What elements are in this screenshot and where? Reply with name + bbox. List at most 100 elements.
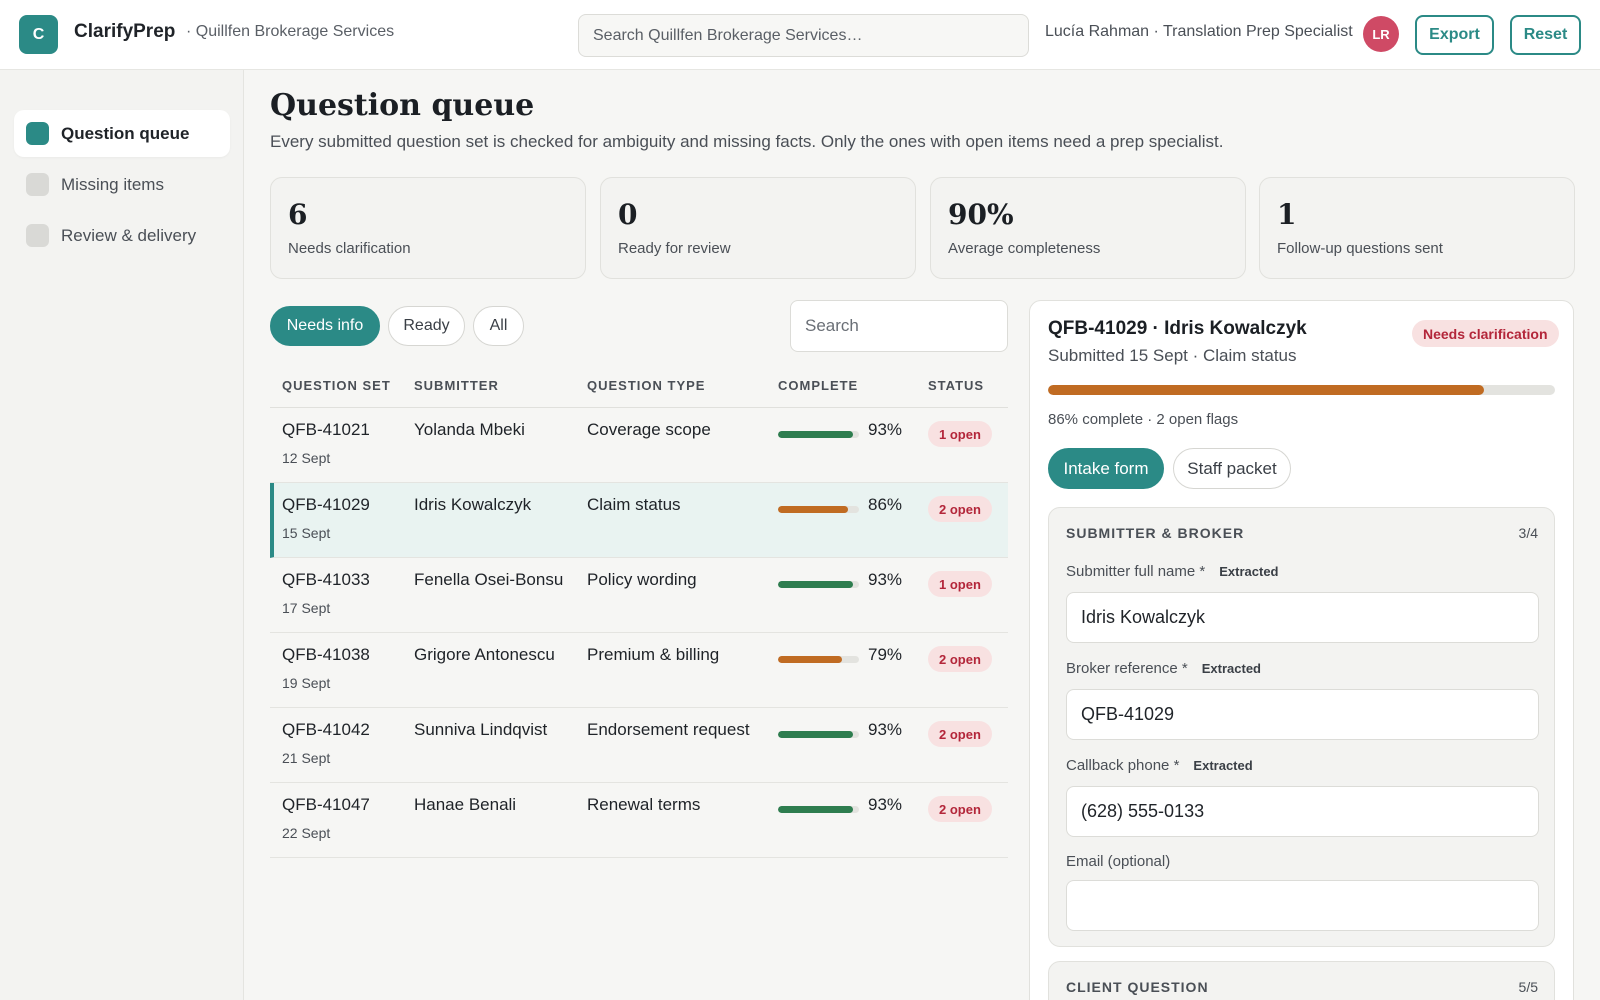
question-queue-icon	[26, 122, 49, 145]
question-set-id: QFB-41033	[282, 570, 370, 589]
tab-intake-form[interactable]: Intake form	[1048, 448, 1164, 489]
completeness-percent: 86%	[868, 495, 903, 514]
submitter-name-field[interactable]: Idris Kowalczyk	[1066, 592, 1539, 643]
detail-progress-bar	[1048, 385, 1555, 395]
submitter-name: Sunniva Lindqvist	[414, 720, 548, 739]
table-search-input[interactable]: Search	[790, 300, 1008, 352]
page-title: Question queue	[270, 88, 535, 123]
detail-panel: QFB-41029 · Idris Kowalczyk Submitted 15…	[1029, 300, 1574, 1000]
table-row[interactable]: QFB-41029 15 Sept Idris Kowalczyk Claim sta…	[270, 483, 1008, 558]
global-search-input[interactable]: Search Quillfen Brokerage Services…	[578, 14, 1029, 57]
column-header[interactable]: SUBMITTER	[414, 378, 499, 393]
status-badge: 2 open	[928, 721, 992, 747]
question-type: Renewal terms	[587, 795, 701, 814]
sidebar-item-label: Question queue	[61, 123, 190, 143]
table-row[interactable]: QFB-41021 12 Sept Yolanda Mbeki Coverage sc…	[270, 408, 1008, 483]
submitted-date: 15 Sept	[282, 525, 331, 541]
sidebar-item-missing-items[interactable]: Missing items	[14, 161, 230, 208]
completeness-percent: 79%	[868, 645, 903, 664]
completeness-bar	[778, 731, 859, 738]
question-set-id: QFB-41038	[282, 645, 370, 664]
completeness-fill	[778, 506, 848, 513]
extracted-tag: Extracted	[1201, 661, 1261, 676]
submitted-date: 21 Sept	[282, 750, 331, 766]
brand-name: ClarifyPrep	[74, 21, 176, 42]
status-badge: Needs clarification	[1412, 320, 1559, 347]
app-logo[interactable]: C	[19, 15, 58, 54]
extracted-tag: Extracted	[1193, 758, 1253, 773]
column-header[interactable]: QUESTION SET	[282, 378, 391, 393]
table-row[interactable]: QFB-41038 19 Sept Grigore Antonescu Premium…	[270, 633, 1008, 708]
column-header[interactable]: STATUS	[928, 378, 985, 393]
filter-chip-needs-info[interactable]: Needs info	[270, 306, 380, 346]
question-type: Claim status	[587, 495, 681, 514]
export-button[interactable]: Export	[1415, 15, 1494, 55]
column-header[interactable]: QUESTION TYPE	[587, 378, 706, 393]
sidebar-item-review-delivery[interactable]: Review & delivery	[14, 212, 230, 259]
submitter-name: Fenella Osei-Bonsu	[414, 570, 564, 589]
submitter-name: Yolanda Mbeki	[414, 420, 525, 439]
section-client-question: CLIENT QUESTION 5/5	[1048, 961, 1555, 1000]
completeness-fill	[778, 581, 854, 588]
completeness-fill	[778, 656, 842, 663]
stat-label: Average completeness	[948, 240, 1101, 257]
tab-staff-packet[interactable]: Staff packet	[1173, 448, 1291, 489]
stat-card-needs-clarification: 6 Needs clarification	[270, 177, 586, 279]
field-label-text: Broker reference *	[1066, 660, 1188, 677]
completeness-bar	[778, 806, 859, 813]
avatar[interactable]: LR	[1363, 16, 1399, 52]
completeness-fill	[778, 806, 854, 813]
missing-items-icon	[26, 173, 49, 196]
detail-progress-fill	[1048, 385, 1485, 395]
question-type: Policy wording	[587, 570, 697, 589]
stat-value: 6	[288, 198, 308, 231]
question-type: Endorsement request	[587, 720, 750, 739]
completeness-fill	[778, 431, 854, 438]
stat-value: 1	[1277, 198, 1297, 231]
user-name: Lucía Rahman · Translation Prep Speciali…	[1045, 23, 1353, 40]
completeness-bar	[778, 431, 859, 438]
field-label-text: Submitter full name *	[1066, 563, 1206, 580]
section-count: 3/4	[1518, 525, 1538, 541]
completeness-bar	[778, 506, 859, 513]
field-label: Broker reference * Extracted	[1066, 660, 1261, 677]
stat-card-average-completeness: 90% Average completeness	[930, 177, 1246, 279]
table-row[interactable]: QFB-41033 17 Sept Fenella Osei-Bonsu Policy…	[270, 558, 1008, 633]
status-badge: 2 open	[928, 496, 992, 522]
stat-value: 0	[618, 198, 638, 231]
submitted-date: 12 Sept	[282, 450, 331, 466]
filter-chip-all[interactable]: All	[473, 306, 524, 346]
stat-card-follow-up-sent: 1 Follow-up questions sent	[1259, 177, 1575, 279]
column-header[interactable]: COMPLETE	[778, 378, 859, 393]
table-row[interactable]: QFB-41047 22 Sept Hanae Benali Renewal term…	[270, 783, 1008, 858]
filter-chip-ready[interactable]: Ready	[388, 306, 465, 346]
email-field[interactable]	[1066, 880, 1539, 931]
detail-subtitle: Submitted 15 Sept · Claim status	[1048, 346, 1297, 365]
stat-card-ready-for-review: 0 Ready for review	[600, 177, 916, 279]
submitter-name: Hanae Benali	[414, 795, 517, 814]
field-label-text: Email (optional)	[1066, 853, 1171, 870]
completeness-bar	[778, 656, 859, 663]
sidebar: Question queue Missing items Review & de…	[0, 70, 244, 1000]
section-count: 5/5	[1518, 979, 1538, 995]
reset-button[interactable]: Reset	[1510, 15, 1581, 55]
question-set-id: QFB-41021	[282, 420, 370, 439]
completeness-percent: 93%	[868, 795, 903, 814]
extracted-tag: Extracted	[1219, 564, 1279, 579]
stat-label: Needs clarification	[288, 240, 411, 257]
completeness-fill	[778, 731, 854, 738]
section-title: SUBMITTER & BROKER	[1066, 525, 1245, 541]
app-header: C ClarifyPrep · Quillfen Brokerage Servi…	[0, 0, 1600, 70]
callback-phone-field[interactable]: (628) 555-0133	[1066, 786, 1539, 837]
status-badge: 2 open	[928, 646, 992, 672]
stat-value: 90%	[948, 198, 1014, 231]
table-row[interactable]: QFB-41042 21 Sept Sunniva Lindqvist Endorse…	[270, 708, 1008, 783]
broker-reference-field[interactable]: QFB-41029	[1066, 689, 1539, 740]
field-label: Callback phone * Extracted	[1066, 757, 1253, 774]
stat-label: Follow-up questions sent	[1277, 240, 1443, 257]
status-badge: 2 open	[928, 796, 992, 822]
detail-title: QFB-41029 · Idris Kowalczyk	[1048, 318, 1307, 339]
question-set-id: QFB-41042	[282, 720, 370, 739]
status-badge: 1 open	[928, 571, 992, 597]
sidebar-item-question-queue[interactable]: Question queue	[14, 110, 230, 157]
